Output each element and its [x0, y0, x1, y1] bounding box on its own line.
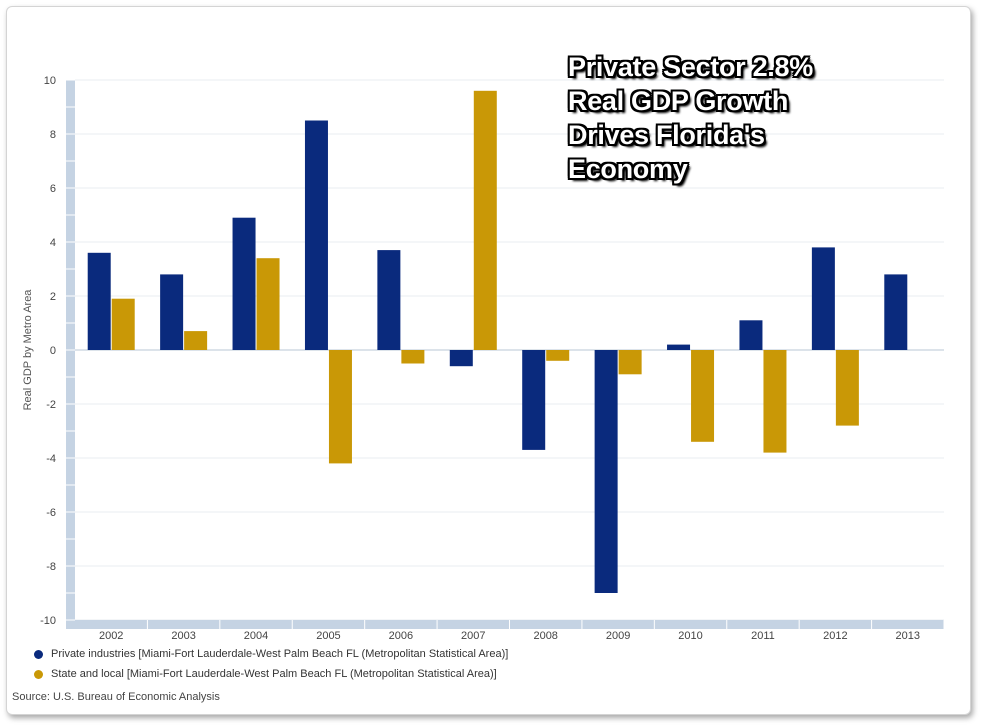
x-tick-label: 2006: [389, 630, 413, 642]
bar-state-2007[interactable]: [473, 90, 497, 351]
y-tick-label: 2: [50, 291, 56, 303]
bar-state-2003[interactable]: [184, 331, 208, 350]
bar-state-2012[interactable]: [835, 350, 859, 426]
x-tick-label: 2005: [316, 630, 340, 642]
bar-private-2009[interactable]: [594, 350, 618, 593]
y-tick-label: 4: [50, 237, 56, 249]
headline-line-3: Drives Florida's: [568, 120, 765, 150]
bar-state-2011[interactable]: [763, 350, 787, 453]
bar-private-2005[interactable]: [304, 120, 328, 351]
bars: [87, 90, 908, 593]
headline-line-2: Real GDP Growth: [568, 86, 789, 116]
legend-label-state: State and local [Miami-Fort Lauderdale-W…: [51, 668, 497, 680]
legend-marker-private: [34, 649, 43, 659]
bar-private-2013[interactable]: [884, 274, 908, 350]
chart-headline: Private Sector 2.8% Real GDP Growth Driv…: [568, 50, 898, 186]
bar-private-2008[interactable]: [522, 350, 546, 450]
bar-private-2002[interactable]: [87, 252, 111, 350]
y-tick-label: 8: [50, 129, 56, 141]
legend-item-private[interactable]: Private industries [Miami-Fort Lauderdal…: [34, 648, 508, 660]
headline-line-4: Economy: [568, 154, 688, 184]
bar-state-2005[interactable]: [328, 350, 352, 464]
bar-state-2010[interactable]: [691, 350, 715, 442]
y-tick-label: 0: [50, 345, 56, 357]
y-tick-label: -2: [46, 399, 56, 411]
x-tick-label: 2003: [171, 630, 195, 642]
legend-marker-state: [34, 669, 43, 679]
bar-private-2011[interactable]: [739, 320, 763, 350]
x-tick-label: 2010: [678, 630, 702, 642]
grid-lines: [75, 79, 944, 621]
bar-private-2004[interactable]: [232, 217, 256, 350]
y-tick-label: -10: [40, 615, 56, 627]
x-tick-label: 2011: [751, 630, 775, 642]
bar-state-2004[interactable]: [256, 258, 280, 350]
x-tick-label: 2012: [823, 630, 847, 642]
y-tick-label: -8: [46, 561, 56, 573]
x-tick-label: 2013: [896, 630, 920, 642]
x-tick-label: 2002: [99, 630, 123, 642]
legend-item-state[interactable]: State and local [Miami-Fort Lauderdale-W…: [34, 668, 497, 680]
bar-state-2008[interactable]: [546, 350, 570, 361]
bar-state-2006[interactable]: [401, 350, 425, 364]
legend-label-private: Private industries [Miami-Fort Lauderdal…: [51, 648, 509, 660]
bar-state-2009[interactable]: [618, 350, 642, 375]
x-tick-label: 2007: [461, 630, 485, 642]
x-tick-label: 2008: [533, 630, 557, 642]
x-axis-band: [66, 620, 944, 629]
axes: [66, 79, 945, 629]
y-axis-label: Real GDP by Metro Area: [22, 289, 34, 411]
y-tick-label: -6: [46, 507, 56, 519]
bar-private-2006[interactable]: [377, 250, 401, 350]
x-tick-label: 2009: [606, 630, 630, 642]
bar-state-2002[interactable]: [111, 298, 135, 350]
headline-line-1: Private Sector 2.8%: [568, 52, 813, 82]
bar-private-2003[interactable]: [160, 274, 184, 350]
bar-private-2010[interactable]: [667, 344, 691, 350]
tick-labels: 10 8 6 4 2 0 -2 -4 -6 -8 -10 2002 2003 2004 2005 2006 20…: [40, 75, 920, 642]
bar-private-2007[interactable]: [449, 350, 473, 367]
bar-private-2012[interactable]: [811, 247, 835, 350]
y-tick-label: -4: [46, 453, 56, 465]
x-tick-label: 2004: [244, 630, 268, 642]
y-tick-label: 6: [50, 183, 56, 195]
source-note: Source: U.S. Bureau of Economic Analysis: [12, 691, 220, 703]
y-tick-label: 10: [44, 75, 56, 87]
